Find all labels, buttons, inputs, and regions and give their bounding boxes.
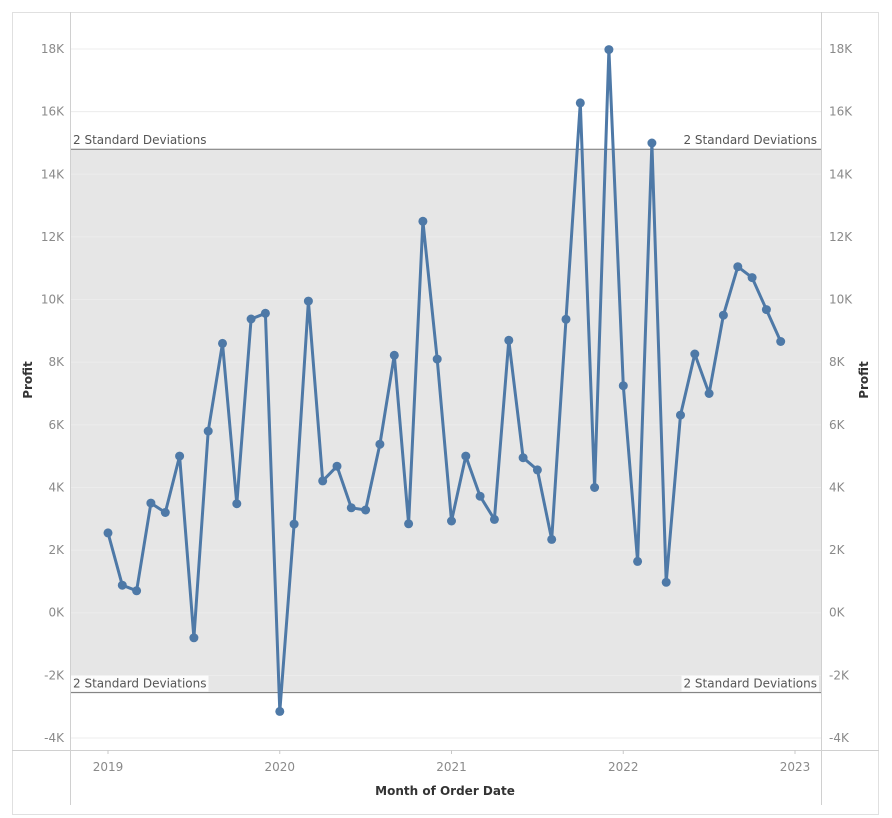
data-point: [761, 305, 771, 315]
data-point: [475, 491, 485, 501]
y-tick-label-right: 6K: [829, 418, 846, 432]
y-tick-label-left: 10K: [41, 293, 65, 307]
y-tick-label-right: 14K: [829, 167, 853, 181]
y-tick-label-left: 2K: [48, 543, 65, 557]
data-point: [647, 138, 657, 148]
data-point: [146, 498, 156, 508]
y-tick-label-right: 0K: [829, 606, 846, 620]
std-dev-upper-label-right-bg: [681, 132, 819, 149]
y-tick-label-right: 16K: [829, 105, 853, 119]
data-point: [661, 577, 671, 587]
std-dev-lower-label-left: 2 Standard Deviations: [73, 677, 207, 691]
data-point: [518, 453, 528, 463]
data-point: [561, 314, 571, 324]
data-point: [776, 337, 786, 346]
data-point: [218, 338, 227, 348]
label-layer: 2 Standard Deviations 2 Standard Deviatio…: [71, 132, 819, 692]
data-point: [103, 528, 113, 538]
data-point: [332, 461, 342, 471]
std-dev-band: [70, 149, 821, 693]
y-tick-label-left: 6K: [48, 418, 65, 432]
std-dev-lower-label-right-bg: [681, 675, 819, 692]
data-point: [704, 389, 714, 398]
data-point: [375, 439, 385, 449]
data-point: [676, 410, 685, 420]
x-tick-label: 2023: [780, 760, 811, 774]
data-point: [489, 514, 499, 524]
std-dev-band-layer: [70, 148, 821, 694]
data-point: [747, 273, 757, 283]
y-tick-label-right: 12K: [829, 230, 853, 244]
y-tick-label-left: 4K: [48, 480, 65, 494]
data-point: [346, 503, 356, 513]
data-point: [275, 706, 285, 716]
data-point: [532, 465, 542, 475]
data-point: [618, 381, 628, 391]
data-point: [246, 314, 256, 324]
data-point: [303, 296, 313, 306]
data-point: [604, 45, 614, 55]
data-point: [418, 216, 428, 226]
data-point: [447, 516, 456, 526]
data-point: [718, 310, 728, 320]
y-tick-label-right: 18K: [829, 42, 853, 56]
data-point: [389, 350, 399, 360]
outer-frame: [12, 12, 879, 815]
y-tick-label-left: 18K: [41, 42, 65, 56]
y-tick-label-right: 10K: [829, 293, 853, 307]
data-point: [318, 476, 328, 486]
data-point: [260, 308, 270, 318]
data-point: [160, 508, 170, 517]
data-point: [690, 349, 700, 359]
axis-layer: -4K -4K -2K -2K 0K 0K 2K 2K 4K 4K 6K 6K 8K 8K 10K 10K 12…: [12, 12, 879, 805]
data-point: [232, 499, 242, 509]
profit-series-line: [106, 48, 783, 713]
data-point: [361, 505, 371, 515]
std-dev-upper-label-left: 2 Standard Deviations: [73, 133, 207, 147]
data-point: [189, 633, 199, 643]
std-dev-lower-label-left-bg: [71, 675, 209, 692]
std-dev-lower-label-right: 2 Standard Deviations: [683, 677, 817, 691]
data-point: [590, 483, 600, 492]
y-tick-label-right: 8K: [829, 355, 846, 369]
std-dev-upper-label-right: 2 Standard Deviations: [683, 133, 817, 147]
y-tick-label-right: 4K: [829, 480, 846, 494]
data-point: [117, 580, 127, 590]
y-axis-title-right: Profit: [857, 361, 871, 399]
data-point: [504, 335, 514, 345]
y-tick-label-right: 2K: [829, 543, 846, 557]
data-point: [175, 451, 185, 461]
y-tick-label-left: -2K: [44, 668, 65, 682]
y-tick-label-left: 12K: [41, 230, 65, 244]
x-tick-label: 2022: [608, 760, 639, 774]
data-point: [633, 556, 643, 566]
y-tick-label-left: -4K: [44, 731, 65, 745]
x-tick-label: 2019: [93, 760, 124, 774]
x-tick-label: 2021: [436, 760, 467, 774]
y-tick-label-right: -4K: [829, 731, 850, 745]
data-point: [404, 519, 414, 529]
data-point: [733, 262, 743, 272]
data-point: [132, 586, 142, 596]
y-tick-label-left: 0K: [48, 606, 65, 620]
data-point: [461, 451, 471, 461]
data-point: [203, 426, 213, 436]
x-axis-title: Month of Order Date: [375, 784, 515, 798]
y-tick-label-left: 8K: [48, 355, 65, 369]
data-point: [289, 519, 299, 529]
y-tick-label-left: 16K: [41, 105, 65, 119]
std-dev-upper-label-left-bg: [71, 132, 209, 149]
y-tick-label-right: -2K: [829, 668, 850, 682]
y-axis-title-left: Profit: [21, 361, 35, 399]
data-point: [575, 98, 585, 108]
data-point: [547, 534, 557, 544]
x-tick-label: 2020: [264, 760, 295, 774]
series-layer: [103, 45, 786, 716]
data-point: [432, 354, 442, 364]
y-tick-label-left: 14K: [41, 167, 65, 181]
